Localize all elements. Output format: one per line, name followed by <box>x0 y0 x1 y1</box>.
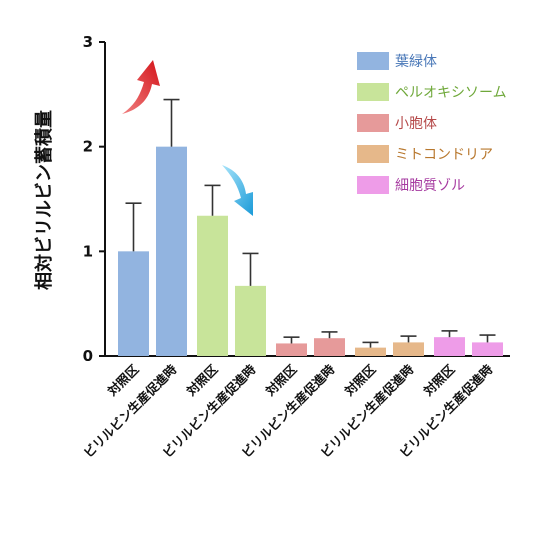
bar <box>235 285 266 356</box>
y-tick-label: 3 <box>83 33 93 51</box>
increase-arrow-icon <box>122 60 160 114</box>
bar <box>355 347 386 356</box>
legend-swatch <box>357 145 389 163</box>
legend-label: ミトコンドリア <box>395 147 493 163</box>
bar <box>434 337 465 356</box>
decrease-arrow-icon <box>222 165 253 216</box>
y-tick-label: 2 <box>83 138 93 156</box>
bar <box>276 343 307 356</box>
legend-swatch <box>357 114 389 132</box>
bar <box>156 146 187 356</box>
legend-swatch <box>357 83 389 101</box>
legend-label: 小胞体 <box>395 116 437 132</box>
y-tick-label: 1 <box>83 242 93 260</box>
bar <box>393 342 424 356</box>
legend-swatch <box>357 176 389 194</box>
legend-label: 細胞質ゾル <box>395 178 465 194</box>
bar <box>472 342 503 356</box>
bar <box>314 338 345 356</box>
legend-swatch <box>357 52 389 70</box>
y-axis-title: 相対ビリルビン蓄積量 <box>33 110 55 290</box>
bar <box>197 215 228 356</box>
legend-label: ペルオキシソーム <box>395 85 507 101</box>
legend-label: 葉緑体 <box>395 54 437 70</box>
y-tick-label: 0 <box>83 347 93 365</box>
bar <box>118 251 149 356</box>
